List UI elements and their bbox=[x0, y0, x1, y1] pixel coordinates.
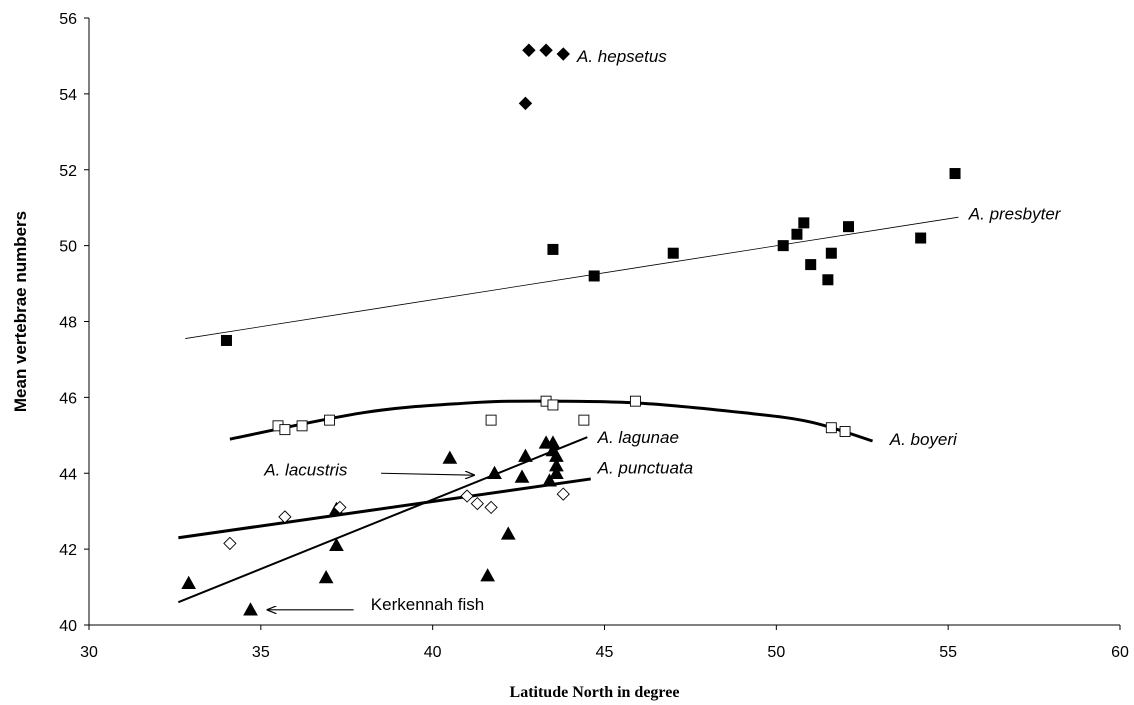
x-axis-label: Latitude North in degree bbox=[510, 684, 680, 701]
annotation-a-boyeri: A. boyeri bbox=[889, 430, 958, 449]
point-a-punctuata bbox=[470, 496, 484, 511]
point-a-lagunae bbox=[329, 537, 344, 552]
point-a-boyeri bbox=[324, 414, 336, 426]
point-a-punctuata bbox=[333, 500, 347, 515]
point-a-boyeri bbox=[296, 420, 308, 432]
annotation-a-presbyter: A. presbyter bbox=[968, 204, 1062, 223]
point-a-presbyter bbox=[777, 240, 789, 252]
y-axis-label: Mean vertebrae numbers bbox=[11, 211, 30, 412]
point-a-boyeri bbox=[485, 414, 497, 426]
point-a-lagunae bbox=[442, 450, 458, 464]
annotation-kerkennah-fish: Kerkennah fish bbox=[371, 595, 484, 614]
point-a-presbyter bbox=[822, 274, 834, 286]
point-a-punctuata bbox=[484, 500, 498, 515]
point-a-lagunae bbox=[518, 448, 533, 462]
x-tick-label: 30 bbox=[80, 644, 98, 661]
point-a-hepsetus bbox=[522, 43, 536, 57]
y-tick-label: 40 bbox=[59, 618, 77, 635]
trendline-a-punctuata bbox=[178, 477, 591, 540]
point-a-boyeri bbox=[578, 414, 590, 426]
point-a-lagunae bbox=[243, 602, 258, 616]
point-a-presbyter bbox=[547, 243, 559, 255]
point-a-punctuata bbox=[278, 510, 292, 524]
point-a-presbyter bbox=[949, 168, 961, 180]
point-a-presbyter bbox=[843, 221, 855, 233]
axes: 40 42 44 46 48 50 52 54 56 30 35 40 45 50 55 60 Latitude… bbox=[11, 11, 1129, 701]
y-tick-label: 48 bbox=[59, 315, 77, 332]
point-a-lagunae bbox=[318, 570, 334, 584]
y-tick-label: 42 bbox=[59, 542, 77, 559]
point-a-lagunae bbox=[542, 473, 557, 487]
point-a-presbyter bbox=[915, 232, 927, 244]
point-a-presbyter bbox=[588, 270, 600, 282]
x-tick-label: 60 bbox=[1111, 644, 1129, 661]
point-a-hepsetus bbox=[539, 43, 553, 57]
point-a-presbyter bbox=[667, 247, 679, 259]
point-a-presbyter bbox=[220, 334, 232, 346]
point-a-lagunae bbox=[487, 465, 502, 479]
annotation-a-lacustris: A. lacustris bbox=[263, 460, 348, 479]
annotation-a-lagunae: A. lagunae bbox=[597, 428, 679, 447]
annotations: A. hepsetus A. presbyter A. boyeri A. lagun… bbox=[263, 47, 1062, 614]
y-tick-label: 50 bbox=[59, 239, 77, 256]
x-tick-label: 50 bbox=[767, 644, 785, 661]
point-a-boyeri bbox=[825, 422, 837, 434]
point-a-hepsetus bbox=[518, 96, 533, 111]
trendline-a-lagunae bbox=[177, 436, 588, 604]
x-tick-label: 45 bbox=[596, 644, 614, 661]
point-a-lagunae bbox=[500, 526, 516, 540]
point-a-boyeri bbox=[547, 399, 559, 411]
y-tick-label: 54 bbox=[59, 87, 77, 104]
trendline-a-boyeri bbox=[229, 399, 873, 443]
point-a-presbyter bbox=[825, 247, 837, 259]
annotation-a-punctuata: A. punctuata bbox=[597, 459, 693, 478]
x-tick-label: 55 bbox=[939, 644, 957, 661]
point-a-lagunae bbox=[549, 465, 564, 479]
annotation-a-hepsetus: A. hepsetus bbox=[576, 47, 667, 66]
point-a-punctuata bbox=[223, 536, 237, 551]
y-tick-label: 44 bbox=[59, 466, 77, 483]
data-points bbox=[181, 43, 961, 616]
point-a-presbyter bbox=[798, 217, 810, 229]
point-a-lagunae bbox=[480, 568, 496, 582]
point-a-hepsetus bbox=[556, 47, 570, 61]
x-tick-label: 35 bbox=[252, 644, 270, 661]
y-tick-label: 52 bbox=[59, 163, 77, 180]
point-a-boyeri bbox=[629, 395, 641, 407]
y-tick-label: 56 bbox=[59, 11, 77, 28]
y-tick-label: 46 bbox=[59, 390, 77, 407]
point-a-boyeri bbox=[279, 424, 291, 436]
trendlines bbox=[177, 216, 959, 604]
point-a-presbyter bbox=[805, 259, 817, 271]
point-a-lagunae bbox=[181, 575, 197, 589]
point-a-punctuata bbox=[460, 489, 474, 503]
trendline-a-presbyter bbox=[185, 216, 959, 339]
point-a-boyeri bbox=[839, 426, 851, 437]
point-a-punctuata bbox=[556, 487, 570, 501]
point-a-presbyter bbox=[791, 228, 803, 240]
point-a-lagunae bbox=[514, 469, 530, 483]
x-tick-label: 40 bbox=[424, 644, 442, 661]
arrow-a-lacustris bbox=[381, 473, 474, 475]
